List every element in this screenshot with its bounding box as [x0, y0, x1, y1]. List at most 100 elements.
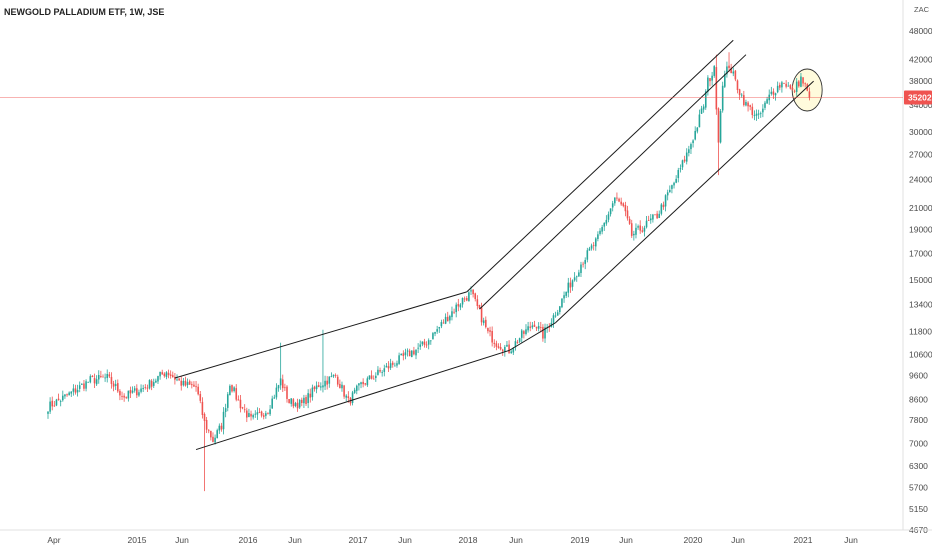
chart-title: NEWGOLD PALLADIUM ETF, 1W, JSE — [4, 7, 164, 17]
plot-area[interactable] — [47, 39, 823, 492]
candle-body — [643, 227, 646, 232]
candle — [296, 398, 299, 412]
candle-body — [298, 399, 301, 408]
candle — [398, 352, 400, 365]
time-tick-label: 2021 — [794, 535, 813, 545]
candle-body — [726, 66, 728, 75]
candle — [47, 411, 49, 419]
price-tick-label: 11800 — [909, 327, 932, 337]
candle — [169, 370, 172, 379]
candle-body — [311, 387, 314, 398]
candle-body — [584, 260, 587, 264]
price-tick-label: 30000 — [909, 127, 932, 137]
candle-body — [787, 85, 790, 87]
candle — [482, 317, 485, 326]
candle-body — [193, 384, 195, 387]
candle-body — [142, 388, 144, 390]
candle-body — [49, 401, 51, 412]
candle-body — [520, 330, 523, 338]
candle-body — [802, 77, 804, 84]
candle — [277, 384, 280, 392]
candle-body — [599, 230, 601, 234]
candle — [324, 375, 326, 391]
candle — [582, 261, 584, 268]
price-tick-label: 13400 — [909, 299, 932, 309]
candle — [427, 338, 430, 350]
candle-body — [226, 394, 229, 408]
candle — [628, 216, 631, 225]
candle — [144, 384, 147, 390]
candle — [552, 313, 555, 328]
candle-body — [571, 280, 574, 287]
candle-body — [269, 409, 271, 415]
trend-line-channel-2-lower[interactable] — [508, 322, 556, 351]
candle — [74, 384, 77, 395]
candle — [421, 341, 424, 347]
candle-body — [673, 182, 675, 186]
candle-body — [292, 399, 295, 407]
candle — [516, 339, 519, 344]
trend-line-channel-1-upper[interactable] — [174, 291, 467, 379]
candle-body — [630, 223, 633, 236]
candle — [133, 385, 136, 393]
candle — [178, 378, 180, 381]
trend-line-channel-1-lower[interactable] — [195, 350, 510, 451]
candle — [330, 372, 333, 378]
candle — [387, 361, 390, 372]
candle-body — [504, 346, 506, 352]
candle — [609, 208, 612, 217]
trend-line-channel-2-upper[interactable] — [466, 39, 734, 293]
trend-line-channel-2-lower-b[interactable] — [555, 80, 814, 324]
candle-body — [721, 85, 724, 111]
candle-body — [751, 106, 754, 116]
candle — [315, 381, 318, 394]
candle — [360, 381, 362, 389]
candle — [578, 269, 580, 277]
price-tick-label: 7000 — [909, 438, 928, 448]
candle — [150, 379, 153, 391]
candle-body — [656, 213, 658, 219]
candle — [290, 398, 293, 407]
price-axis[interactable]: 4670515057006300700078008600960010600118… — [909, 26, 932, 535]
candle — [478, 304, 481, 309]
candle-body — [468, 292, 470, 302]
candle — [171, 371, 174, 378]
candle — [377, 366, 379, 376]
candle-body — [370, 375, 373, 379]
candle — [620, 197, 622, 206]
candle-body — [776, 85, 779, 93]
candle — [561, 298, 563, 309]
candle-body — [239, 399, 242, 409]
candle — [436, 325, 438, 334]
time-tick-label: 2017 — [349, 535, 368, 545]
candle-body — [81, 383, 83, 385]
candle — [155, 378, 157, 384]
candle — [688, 145, 690, 157]
candle — [381, 370, 383, 377]
candle-body — [620, 201, 622, 205]
time-tick-label: Apr — [47, 535, 60, 545]
trend-line-channel-2-mid[interactable] — [479, 54, 747, 310]
candle-body — [633, 233, 635, 236]
candle — [702, 104, 705, 113]
candle-body — [745, 101, 747, 106]
candle-body — [284, 387, 286, 389]
time-tick-label: Jun — [619, 535, 633, 545]
candle-body — [119, 390, 121, 396]
candle — [440, 319, 443, 329]
time-axis[interactable]: Apr 2015 Jun 2016 Jun 2017 Jun 2018 Jun 2019 Jun 20… — [47, 535, 858, 545]
candle — [698, 109, 701, 128]
candle-body — [360, 382, 362, 385]
candle — [789, 84, 792, 90]
candle — [269, 404, 271, 417]
candle — [732, 67, 735, 77]
candle-body — [243, 409, 246, 411]
candle-body — [704, 91, 707, 108]
candle — [592, 242, 595, 251]
candle-body — [303, 397, 305, 404]
candle — [643, 225, 646, 237]
candle — [91, 375, 94, 378]
candle — [370, 370, 373, 380]
candle — [618, 197, 620, 203]
